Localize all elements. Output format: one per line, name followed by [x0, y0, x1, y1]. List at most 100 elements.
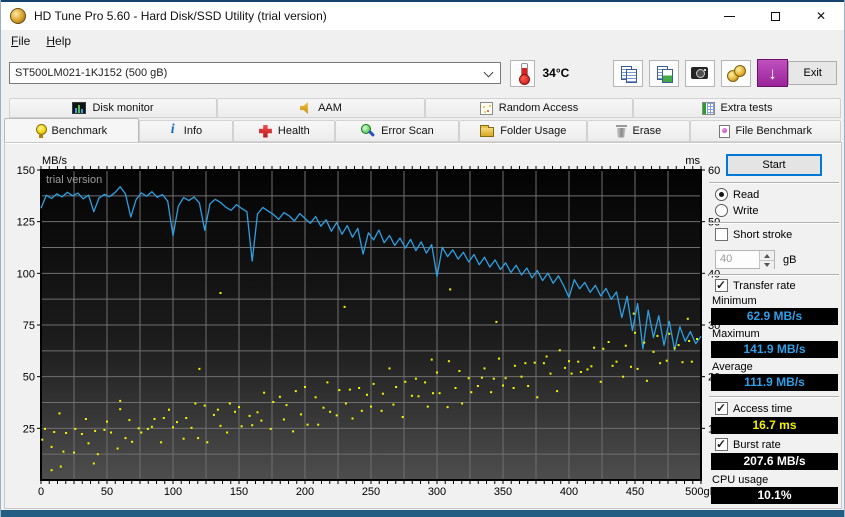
svg-text:350: 350 — [494, 486, 512, 498]
tab-aam[interactable]: AAM — [217, 98, 425, 118]
camera-icon — [691, 67, 708, 79]
tab-disk-monitor[interactable]: Disk monitor — [9, 98, 217, 118]
tab-label: Benchmark — [52, 125, 108, 137]
short-stroke-checkbox[interactable]: Short stroke — [715, 228, 792, 241]
svg-text:200: 200 — [296, 486, 314, 498]
short-stroke-size-row: 40 gB — [715, 250, 796, 269]
tab-label: Error Scan — [381, 125, 434, 137]
aam-speaker-icon — [300, 102, 312, 114]
checkbox-checked-icon — [715, 438, 728, 451]
capacity-unit-label: gB — [783, 254, 796, 266]
separator — [709, 396, 839, 398]
tab-info[interactable]: Info — [139, 120, 233, 142]
write-label: Write — [733, 205, 758, 217]
tab-extra-tests[interactable]: Extra tests — [633, 98, 841, 118]
maximum-label: Maximum — [712, 328, 760, 340]
access-time-checkbox[interactable]: Access time — [715, 402, 792, 415]
file-benchmark-icon — [719, 125, 730, 138]
spin-up-button[interactable] — [760, 251, 774, 260]
tab-label: Info — [184, 125, 202, 137]
app-window: HD Tune Pro 5.60 - Hard Disk/SSD Utility… — [0, 0, 845, 517]
menu-help[interactable]: Help — [38, 31, 79, 51]
app-icon — [10, 8, 26, 24]
error-scan-icon — [361, 124, 375, 138]
minimize-button[interactable] — [706, 2, 752, 30]
write-radio[interactable]: Write — [715, 204, 758, 217]
drive-selector-value: ST500LM021-1KJ152 (500 gB) — [15, 67, 167, 79]
minimize-icon — [724, 16, 735, 17]
tab-label: Health — [278, 125, 310, 137]
tab-label: Disk monitor — [92, 102, 153, 114]
exit-button[interactable]: Exit — [788, 61, 837, 85]
tab-label: AAM — [318, 102, 342, 114]
short-stroke-size-input[interactable]: 40 — [715, 250, 775, 269]
health-cross-icon — [259, 125, 272, 138]
tab-erase[interactable]: Erase — [587, 120, 689, 142]
svg-text:50: 50 — [101, 486, 113, 498]
svg-text:MB/s: MB/s — [42, 155, 68, 167]
svg-text:450: 450 — [626, 486, 644, 498]
burst-rate-checkbox[interactable]: Burst rate — [715, 438, 781, 451]
start-button[interactable]: Start — [726, 154, 822, 176]
checkbox-checked-icon — [715, 279, 728, 292]
spin-down-icon — [764, 263, 770, 270]
separator — [709, 182, 839, 184]
svg-text:25: 25 — [23, 423, 35, 435]
copy-image-icon — [656, 65, 673, 82]
thermometer-icon — [513, 62, 533, 84]
drive-selector[interactable]: ST500LM021-1KJ152 (500 gB) — [9, 62, 501, 84]
svg-text:trial version: trial version — [46, 174, 102, 186]
transfer-rate-checkbox[interactable]: Transfer rate — [715, 279, 796, 292]
read-radio[interactable]: Read — [715, 188, 759, 201]
close-button[interactable]: ✕ — [798, 2, 844, 30]
screenshot-button[interactable] — [685, 60, 715, 87]
title-bar[interactable]: HD Tune Pro 5.60 - Hard Disk/SSD Utility… — [1, 2, 844, 30]
read-label: Read — [733, 189, 759, 201]
tab-random-access[interactable]: Random Access — [425, 98, 633, 118]
burst-rate-label: Burst rate — [733, 439, 781, 451]
tab-folder-usage[interactable]: Folder Usage — [459, 120, 587, 142]
tab-error-scan[interactable]: Error Scan — [335, 120, 459, 142]
spin-down-button[interactable] — [760, 260, 774, 270]
checkbox-unchecked-icon — [715, 228, 728, 241]
svg-text:ms: ms — [685, 155, 700, 167]
toolbar: ST500LM021-1KJ152 (500 gB) 34°C ↓ Exit — [1, 52, 844, 98]
maximize-button[interactable] — [752, 2, 798, 30]
svg-text:300: 300 — [428, 486, 446, 498]
cpu-usage-value: 10.1% — [711, 487, 838, 504]
tab-benchmark[interactable]: Benchmark — [4, 118, 139, 142]
folder-usage-icon — [480, 127, 494, 137]
save-button[interactable] — [721, 60, 751, 87]
tab-label: File Benchmark — [736, 125, 812, 137]
menu-file[interactable]: File — [3, 31, 38, 51]
temperature-button[interactable] — [510, 60, 536, 87]
svg-text:400: 400 — [560, 486, 578, 498]
radio-unselected-icon — [715, 204, 728, 217]
average-label: Average — [712, 361, 753, 373]
radio-selected-icon — [715, 188, 728, 201]
separator — [709, 222, 839, 224]
transfer-rate-label: Transfer rate — [733, 280, 796, 292]
average-value: 111.9 MB/s — [711, 374, 838, 391]
update-download-button[interactable]: ↓ — [757, 59, 789, 87]
separator — [709, 274, 839, 276]
access-time-value: 16.7 ms — [711, 417, 838, 434]
copy-image-button[interactable] — [649, 60, 679, 87]
tab-label: Erase — [633, 125, 662, 137]
erase-trash-icon — [616, 125, 627, 138]
download-arrow-icon: ↓ — [768, 65, 777, 82]
close-icon: ✕ — [816, 10, 826, 22]
short-stroke-size-value: 40 — [716, 251, 759, 268]
extra-tests-icon — [702, 102, 715, 115]
spin-up-icon — [764, 251, 770, 258]
checkbox-checked-icon — [715, 402, 728, 415]
tab-file-benchmark[interactable]: File Benchmark — [690, 120, 841, 142]
copy-text-button[interactable] — [613, 60, 643, 87]
svg-text:50: 50 — [23, 372, 35, 384]
svg-text:0: 0 — [38, 486, 44, 498]
minimum-label: Minimum — [712, 295, 757, 307]
tab-label: Random Access — [499, 102, 578, 114]
tab-health[interactable]: Health — [233, 120, 335, 142]
window-bottom-border — [1, 510, 845, 517]
burst-rate-value: 207.6 MB/s — [711, 453, 838, 470]
